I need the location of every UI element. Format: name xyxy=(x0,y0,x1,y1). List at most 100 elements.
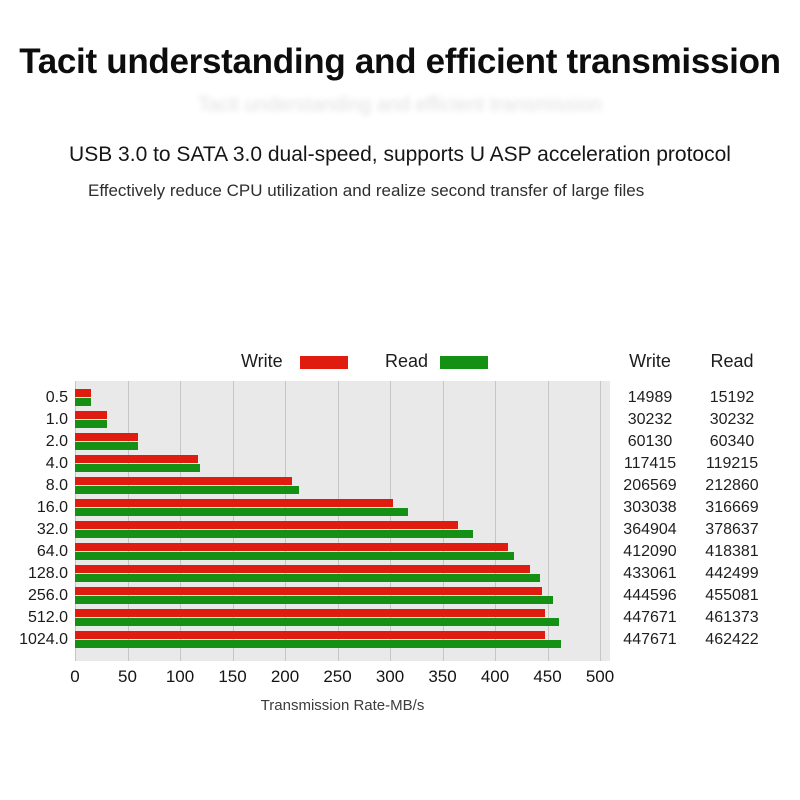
y-axis-label: 8.0 xyxy=(45,477,68,494)
legend-write-swatch xyxy=(300,356,348,369)
bar-group xyxy=(75,387,610,409)
x-axis-ticks: 0 50 100 150 200 250 300 350 400 450 500 xyxy=(0,667,800,687)
bar-group xyxy=(75,519,610,541)
write-bar xyxy=(75,411,107,419)
chart-row: 64.0 412090 418381 xyxy=(0,541,800,563)
read-value: 60340 xyxy=(709,433,755,450)
bar-group xyxy=(75,541,610,563)
legend-read-label: Read xyxy=(385,351,429,371)
read-bar xyxy=(75,640,561,648)
y-axis-label: 256.0 xyxy=(27,587,68,604)
read-value: 316669 xyxy=(705,499,759,516)
bar-group xyxy=(75,607,610,629)
read-value: 378637 xyxy=(705,521,759,538)
legend-write-label: Write xyxy=(241,351,283,371)
chart-row: 1.0 30232 30232 xyxy=(0,409,800,431)
write-bar xyxy=(75,455,199,463)
read-value: 442499 xyxy=(705,565,759,582)
chart-row: 0.5 14989 15192 xyxy=(0,387,800,409)
chart-row: 1024.0 447671 462422 xyxy=(0,629,800,651)
x-tick-label: 400 xyxy=(480,667,510,686)
read-bar xyxy=(75,420,107,428)
x-tick-label: 350 xyxy=(428,667,457,686)
chart-row: 8.0 206569 212860 xyxy=(0,475,800,497)
x-tick-label: 450 xyxy=(533,667,562,686)
read-bar xyxy=(75,508,408,516)
ghost-text: Tacit understanding and efficient transm… xyxy=(197,94,603,116)
read-bar xyxy=(75,618,560,626)
y-axis-label: 32.0 xyxy=(36,521,68,538)
bar-group xyxy=(75,585,610,607)
read-value: 461373 xyxy=(705,609,759,626)
y-axis-label: 16.0 xyxy=(36,499,68,516)
read-bar xyxy=(75,464,201,472)
read-value: 30232 xyxy=(709,411,755,428)
y-axis-label: 1024.0 xyxy=(19,631,68,648)
y-axis-label: 1.0 xyxy=(45,411,68,428)
chart-row: 128.0 433061 442499 xyxy=(0,563,800,585)
table-read-header: Read xyxy=(710,351,754,371)
write-bar xyxy=(75,521,459,529)
read-value: 455081 xyxy=(705,587,759,604)
bar-group xyxy=(75,497,610,519)
x-axis-label: Transmission Rate-MB/s xyxy=(260,697,425,714)
write-value: 364904 xyxy=(623,521,677,538)
chart-row: 32.0 364904 378637 xyxy=(0,519,800,541)
write-value: 14989 xyxy=(627,389,673,406)
x-tick-label: 100 xyxy=(165,667,195,686)
bar-group xyxy=(75,475,610,497)
write-value: 30232 xyxy=(627,411,673,428)
read-bar xyxy=(75,574,540,582)
read-bar xyxy=(75,398,91,406)
y-axis-label: 64.0 xyxy=(36,543,68,560)
y-axis-label: 4.0 xyxy=(45,455,68,472)
gridline xyxy=(495,381,496,661)
read-bar xyxy=(75,442,139,450)
write-bar xyxy=(75,477,292,485)
write-value: 447671 xyxy=(623,609,677,626)
write-value: 117415 xyxy=(623,455,677,472)
x-tick-label: 300 xyxy=(375,667,405,686)
bar-group xyxy=(75,431,610,453)
read-bar xyxy=(75,552,515,560)
y-axis-label: 0.5 xyxy=(45,389,68,406)
read-bar xyxy=(75,596,553,604)
write-bar xyxy=(75,609,546,617)
transmission-rate-chart: Write Read Write Read 0.5 14989 15192 1.0 30… xyxy=(0,345,800,745)
chart-row: 16.0 303038 316669 xyxy=(0,497,800,519)
page-title: Tacit understanding and efficient transm… xyxy=(19,42,781,81)
gridline xyxy=(547,381,549,661)
y-axis-label: 2.0 xyxy=(45,433,68,450)
legend-read-swatch xyxy=(440,356,488,369)
write-value: 206569 xyxy=(623,477,677,494)
x-tick-label: 200 xyxy=(270,667,300,686)
write-bar xyxy=(75,389,91,397)
detail-text: Effectively reduce CPU utilization and r… xyxy=(88,181,645,200)
x-tick-label: 500 xyxy=(585,667,615,686)
read-value: 462422 xyxy=(705,631,759,648)
bar-group xyxy=(75,453,610,475)
chart-row: 2.0 60130 60340 xyxy=(0,431,800,453)
table-write-header: Write xyxy=(629,351,671,371)
gridline xyxy=(600,381,601,661)
write-bar xyxy=(75,543,508,551)
read-bar xyxy=(75,530,473,538)
write-bar xyxy=(75,631,546,639)
bar-group xyxy=(75,629,610,651)
y-axis-label: 128.0 xyxy=(27,565,68,582)
x-tick-label: 150 xyxy=(218,667,247,686)
write-bar xyxy=(75,499,394,507)
subtitle: USB 3.0 to SATA 3.0 dual-speed, supports… xyxy=(69,143,731,166)
chart-row: 4.0 117415 119215 xyxy=(0,453,800,475)
write-bar xyxy=(75,587,542,595)
write-bar xyxy=(75,433,139,441)
chart-row: 256.0 444596 455081 xyxy=(0,585,800,607)
read-value: 119215 xyxy=(705,455,759,472)
write-value: 303038 xyxy=(623,499,677,516)
x-tick-label: 50 xyxy=(118,667,137,686)
write-value: 433061 xyxy=(623,565,677,582)
read-bar xyxy=(75,486,299,494)
write-value: 444596 xyxy=(623,587,677,604)
legend-row: Write Read Write Read xyxy=(0,351,800,377)
